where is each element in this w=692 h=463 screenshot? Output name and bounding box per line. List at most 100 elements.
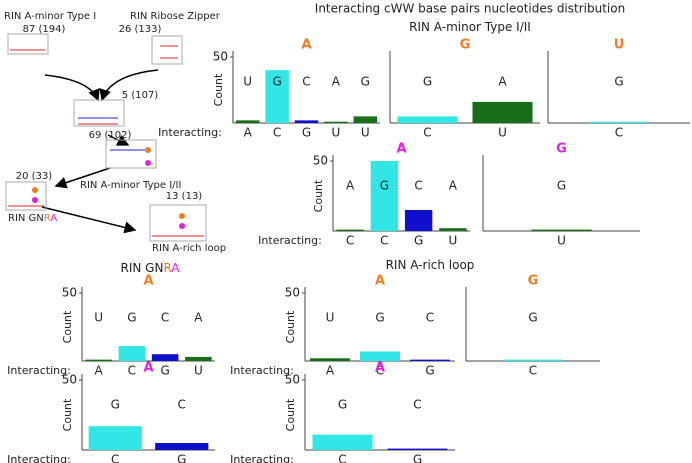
paired-nucleotide: G [272, 75, 281, 89]
chart-title: A [375, 274, 385, 289]
bar [88, 426, 142, 450]
y-tick-label: 50 [213, 50, 228, 64]
x-tick-label: A [326, 364, 335, 378]
x-tick-label: A [95, 364, 104, 378]
x-tick-label: C [338, 453, 346, 463]
bar [118, 346, 146, 361]
figure-title: Interacting cWW base pairs nucleotides d… [315, 2, 625, 16]
y-axis-label: Count [61, 398, 74, 431]
x-axis-label: Interacting: [258, 234, 322, 247]
paired-nucleotide: U [94, 311, 103, 325]
bar [336, 229, 364, 231]
y-tick-label: 50 [285, 373, 300, 387]
chart-title: A [396, 142, 406, 157]
bar [439, 228, 467, 231]
node-name: RIN A-rich loop [152, 243, 226, 254]
chart-title: A [301, 38, 311, 53]
bar [265, 70, 289, 123]
paired-nucleotide: A [449, 179, 458, 193]
paired-nucleotide: A [346, 179, 355, 193]
section-title-part: RIN GN [120, 261, 163, 275]
paired-nucleotide: G [557, 179, 566, 193]
bar [410, 359, 450, 361]
x-tick-label: C [111, 453, 119, 463]
x-tick-label: G [177, 453, 186, 463]
y-axis-label: Count [284, 398, 297, 431]
bar [294, 120, 319, 123]
bar [404, 210, 433, 231]
diagram-icons [5, 33, 207, 242]
x-axis-label: Interacting: [7, 364, 71, 377]
chart-title: G [556, 142, 567, 157]
node-count: 20 (33) [16, 171, 53, 182]
bar [312, 434, 373, 450]
x-tick-label: C [376, 364, 384, 378]
section-title: RIN GNRA [120, 261, 180, 275]
bar [387, 448, 448, 450]
x-tick-label: U [332, 126, 341, 140]
x-tick-label: U [498, 126, 507, 140]
x-tick-label: C [615, 126, 623, 140]
node-name-part: A [50, 213, 57, 224]
paired-nucleotide: C [413, 398, 421, 412]
paired-nucleotide: A [332, 75, 341, 89]
node-name: RIN Ribose Zipper [130, 11, 221, 22]
section-title-part: RIN A-minor Type I/II [409, 20, 531, 34]
bar [185, 356, 212, 361]
bar [472, 101, 533, 123]
bar [397, 116, 458, 123]
chart-title: G [528, 274, 539, 289]
bar [353, 116, 378, 123]
x-axis-label: Interacting: [7, 453, 71, 463]
x-tick-label: G [302, 126, 311, 140]
x-tick-label: C [346, 234, 354, 248]
section-title-part: RIN A-rich loop [386, 258, 475, 272]
section-title-part: A [171, 261, 180, 275]
section-title: RIN A-minor Type I/II [409, 20, 531, 34]
paired-nucleotide: C [426, 311, 434, 325]
paired-nucleotide: G [338, 398, 347, 412]
paired-nucleotide: A [498, 75, 507, 89]
x-tick-label: U [557, 234, 566, 248]
diagram-arrows [41, 69, 159, 234]
x-axis-label: Interacting: [158, 126, 222, 139]
x-axis-label: Interacting: [230, 364, 294, 377]
x-tick-label: G [413, 453, 422, 463]
paired-nucleotide: G [380, 179, 389, 193]
paired-nucleotide: G [528, 311, 537, 325]
y-tick-label: 50 [62, 286, 77, 300]
node-name-part: R [44, 213, 51, 224]
y-axis-label: Count [212, 73, 225, 106]
node-count: 69 (102) [89, 130, 132, 141]
y-axis-label: Count [61, 310, 74, 343]
paired-nucleotide: G [361, 75, 370, 89]
bar [155, 443, 209, 450]
paired-nucleotide: U [243, 75, 252, 89]
paired-nucleotide: C [414, 179, 422, 193]
x-tick-label: G [160, 364, 169, 378]
paired-nucleotide: G [375, 311, 384, 325]
paired-nucleotide: G [614, 75, 623, 89]
paired-nucleotide: A [194, 311, 203, 325]
x-tick-label: C [423, 126, 431, 140]
bar [151, 354, 179, 361]
bar [531, 229, 592, 231]
x-axis-label: Interacting: [230, 453, 294, 463]
bar [324, 121, 348, 123]
x-tick-label: A [244, 126, 253, 140]
x-tick-label: U [194, 364, 203, 378]
x-tick-label: U [448, 234, 457, 248]
paired-nucleotide: G [127, 311, 136, 325]
paired-nucleotide: G [423, 75, 432, 89]
node-count: 26 (133) [119, 24, 162, 35]
chart-title: G [460, 38, 471, 53]
y-tick-label: 50 [313, 154, 328, 168]
y-axis-label: Count [312, 179, 325, 212]
chart-title: A [375, 361, 385, 376]
node-name: RIN GNRA [8, 213, 57, 224]
paired-nucleotide: G [111, 398, 120, 412]
bar [310, 358, 350, 361]
x-tick-label: C [380, 234, 388, 248]
bar [370, 161, 399, 231]
